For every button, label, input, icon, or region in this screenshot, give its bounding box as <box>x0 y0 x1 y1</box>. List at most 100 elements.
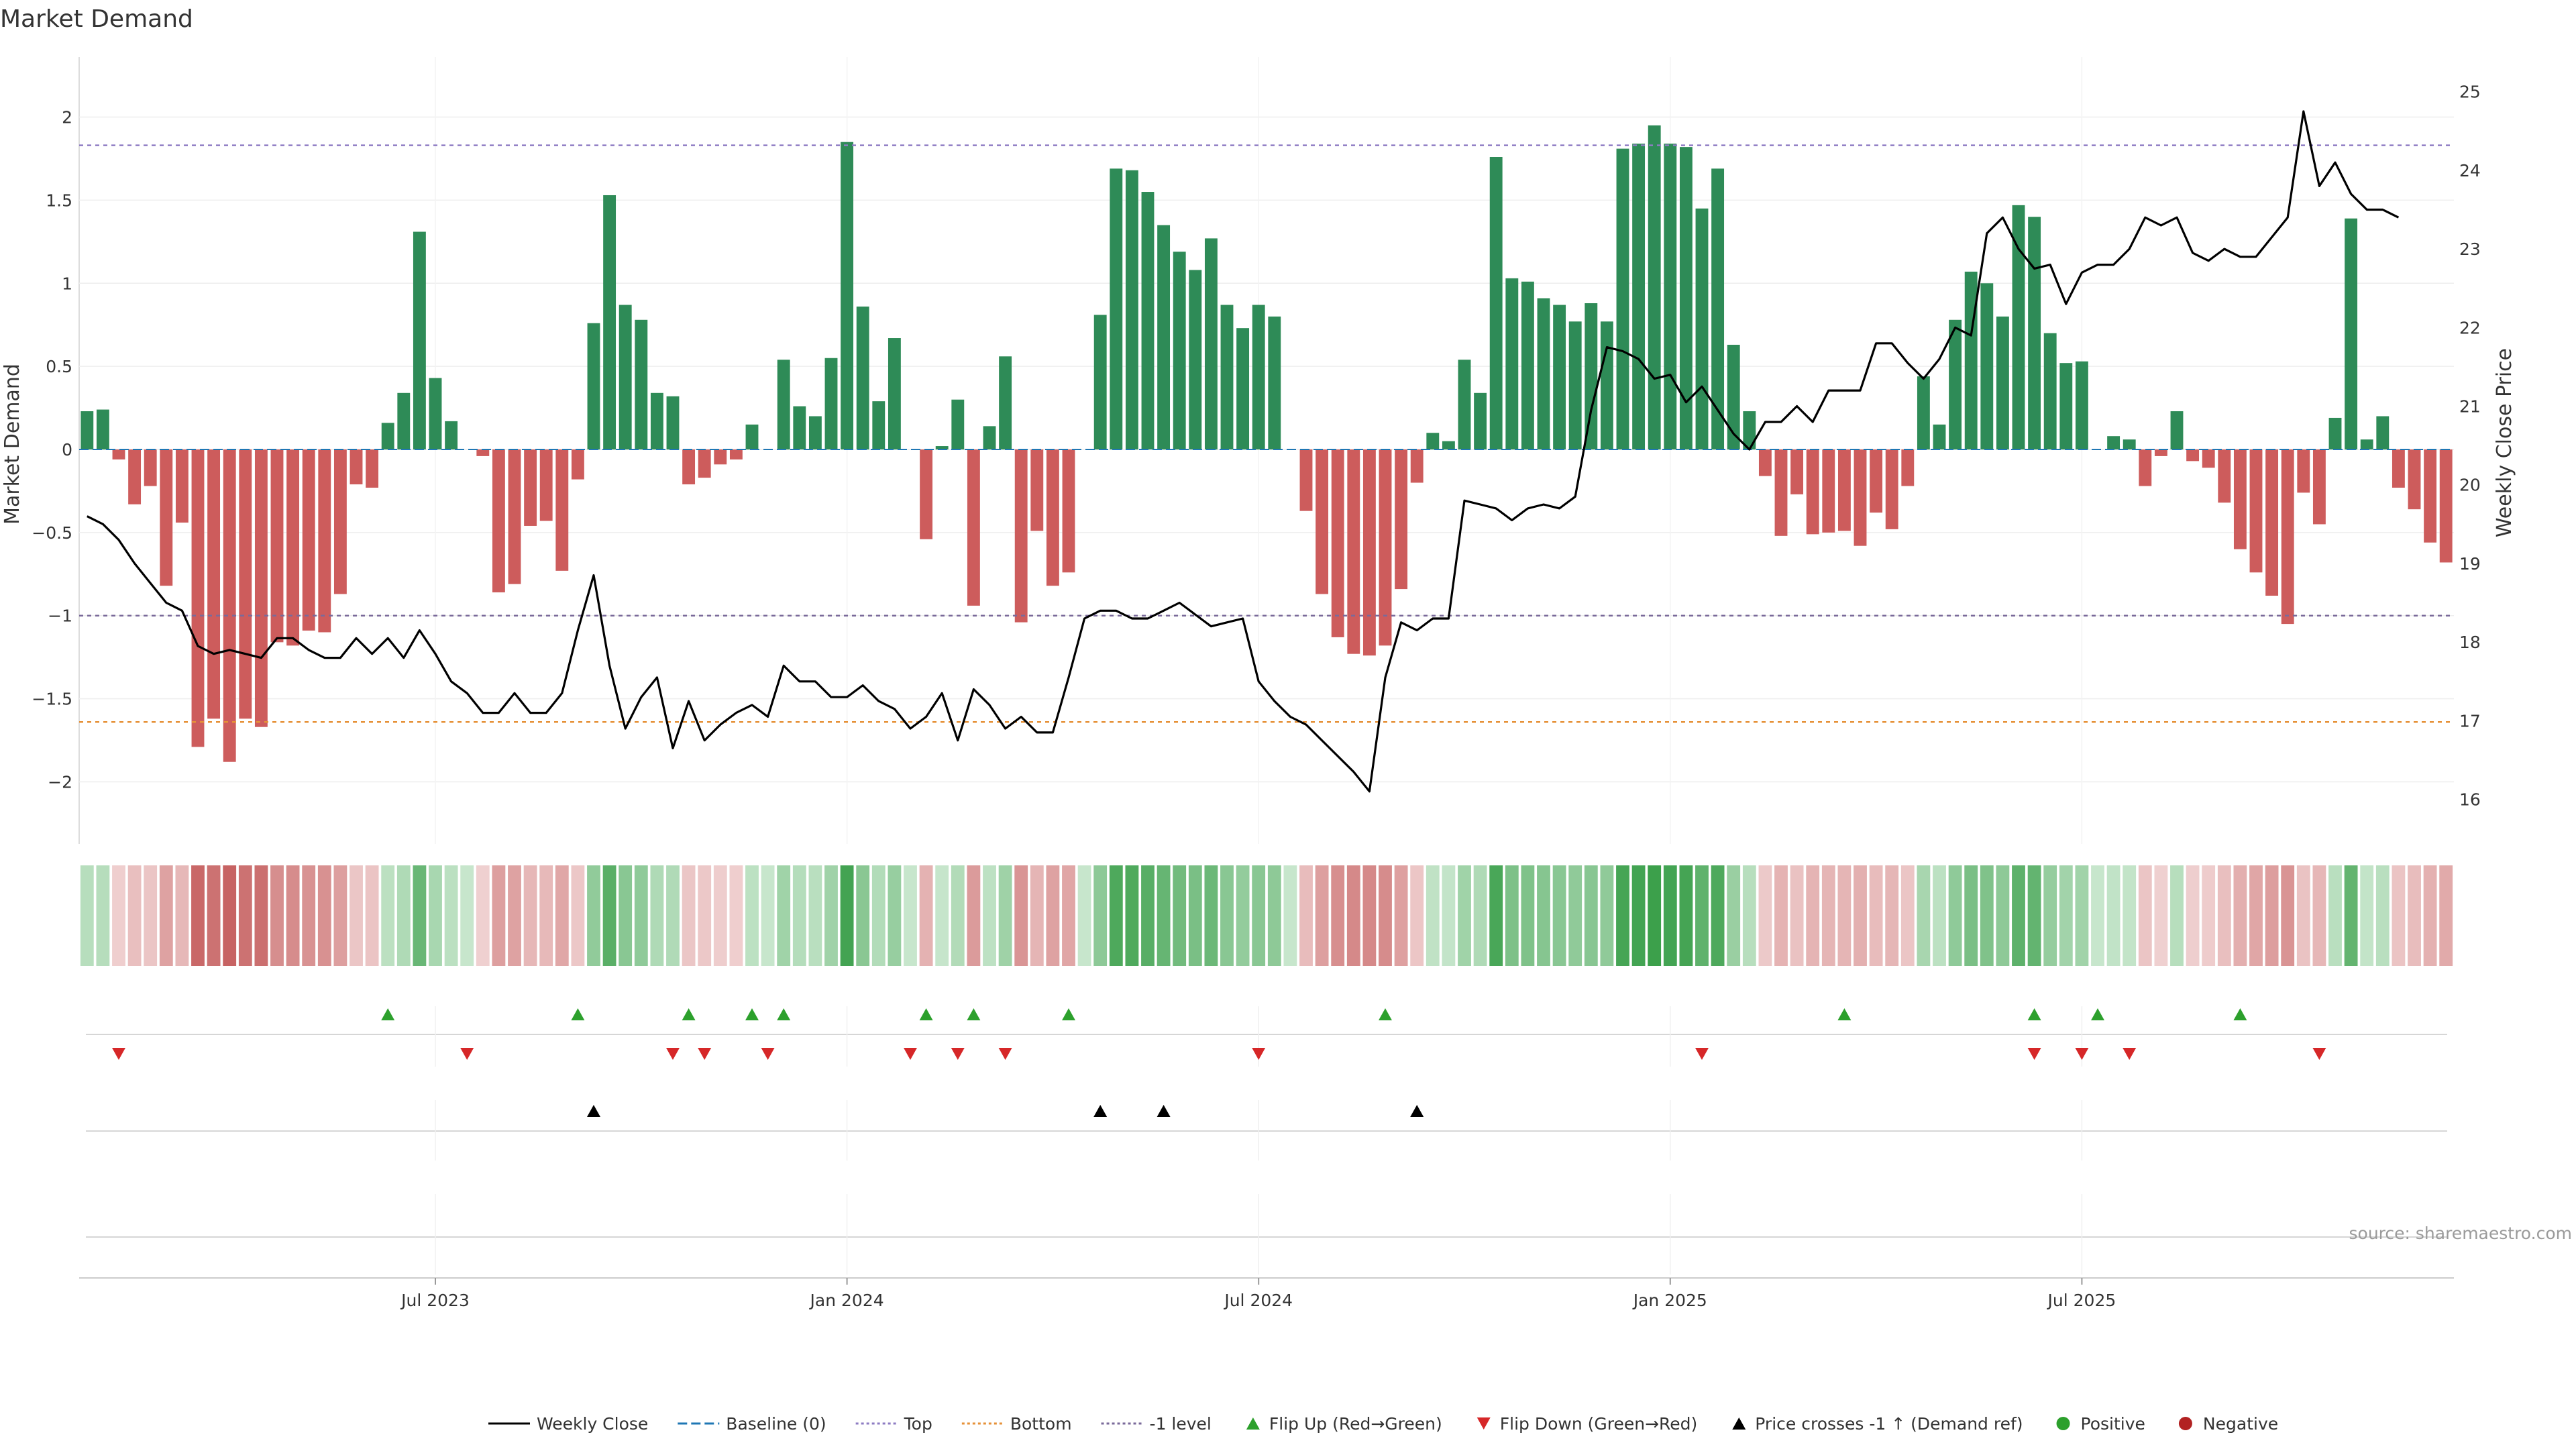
heat-cell <box>1758 865 1772 966</box>
heat-cell <box>2249 865 2263 966</box>
legend-label: Flip Down (Green→Red) <box>1500 1414 1698 1434</box>
legend-item: -1 level <box>1101 1414 1212 1434</box>
flip-up-marker <box>2233 1008 2247 1020</box>
legend-swatch <box>1732 1417 1746 1430</box>
legend-label: Flip Up (Red→Green) <box>1269 1414 1442 1434</box>
flip-down-marker <box>2123 1048 2137 1060</box>
heat-cell <box>2296 865 2310 966</box>
heat-cell <box>2439 865 2453 966</box>
demand-bar <box>175 449 189 523</box>
demand-bar <box>999 356 1012 449</box>
demand-bar <box>270 449 284 643</box>
demand-bar <box>2233 449 2247 549</box>
heat-cell <box>998 865 1012 966</box>
demand-bar <box>1568 321 1582 449</box>
heat-cell <box>112 865 125 966</box>
demand-bar <box>666 396 680 449</box>
heat-cell <box>96 865 110 966</box>
demand-bar <box>254 449 268 727</box>
heat-cell <box>365 865 379 966</box>
x-tick-label: Jul 2025 <box>2047 1291 2116 1310</box>
heat-cell <box>619 865 633 966</box>
demand-bar <box>381 423 394 449</box>
demand-bar <box>1236 328 1250 449</box>
legend-label: Negative <box>2203 1414 2278 1434</box>
demand-bar <box>1743 411 1756 449</box>
heat-cell <box>2123 865 2137 966</box>
y2-tick-label: 22 <box>2459 318 2481 337</box>
heat-cell <box>1173 865 1187 966</box>
demand-bar <box>571 449 584 480</box>
demand-bar <box>1426 433 1440 449</box>
demand-bar <box>2012 205 2025 449</box>
y-tick-label: −2 <box>48 772 72 792</box>
heat-cell <box>1331 865 1345 966</box>
heat-cell <box>2012 865 2025 966</box>
demand-bar <box>1521 281 1534 449</box>
flip-up-marker <box>745 1008 759 1020</box>
heat-cell <box>571 865 585 966</box>
heat-cell <box>1679 865 1693 966</box>
demand-bar <box>2028 217 2041 449</box>
demand-bar <box>2218 449 2231 503</box>
heat-cell <box>2027 865 2041 966</box>
price-cross-marker <box>1093 1105 1108 1117</box>
flip-up-marker <box>919 1008 933 1020</box>
y2-tick-label: 24 <box>2459 161 2481 180</box>
demand-bar <box>80 411 94 449</box>
heat-cell <box>935 865 949 966</box>
demand-bar <box>951 399 965 449</box>
demand-bar <box>1727 344 1740 449</box>
heat-cell <box>1663 865 1677 966</box>
demand-bar <box>1347 449 1360 654</box>
heat-cell <box>1093 865 1108 966</box>
heat-cell <box>508 865 521 966</box>
y-axis-label: Market Demand <box>1 364 24 525</box>
demand-bar <box>1616 148 1629 449</box>
demand-bar <box>539 449 553 521</box>
flip-up-marker <box>1837 1008 1851 1020</box>
demand-bar <box>1299 449 1313 511</box>
heat-cell <box>1790 865 1804 966</box>
heat-cell <box>1505 865 1519 966</box>
heat-cell <box>777 865 791 966</box>
demand-bar <box>1806 449 1819 535</box>
flip-up-marker <box>2091 1008 2104 1020</box>
heat-cell <box>1062 865 1075 966</box>
demand-bar <box>508 449 521 584</box>
demand-bar <box>1664 144 1677 449</box>
demand-bar <box>698 449 711 478</box>
demand-bar <box>286 449 300 646</box>
demand-bar <box>492 449 505 593</box>
heat-cell <box>1885 865 1899 966</box>
demand-bar <box>1600 321 1613 449</box>
heat-cell <box>1188 865 1202 966</box>
price-cross-marker <box>587 1105 600 1117</box>
legend-item: Flip Up (Red→Green) <box>1246 1414 1442 1434</box>
y-tick-label: −1.5 <box>32 690 72 709</box>
heat-cell <box>191 865 205 966</box>
heat-cell <box>523 865 537 966</box>
y2-tick-label: 18 <box>2459 633 2481 652</box>
flip-down-marker <box>2075 1048 2089 1060</box>
demand-bar <box>1093 315 1107 449</box>
demand-bar <box>302 449 315 631</box>
flip-up-marker <box>967 1008 981 1020</box>
heat-cell <box>1616 865 1629 966</box>
y-tick-label: 2 <box>62 108 72 127</box>
heat-cell <box>2392 865 2406 966</box>
heat-cell <box>602 865 616 966</box>
demand-bar <box>1141 192 1155 449</box>
legend-item: Flip Down (Green→Red) <box>1477 1414 1698 1434</box>
demand-bar <box>856 306 869 449</box>
y-tick-label: 0 <box>62 440 72 460</box>
legend-item: Weekly Close <box>488 1414 648 1434</box>
heat-cell <box>1458 865 1471 966</box>
heat-cell <box>1046 865 1060 966</box>
heat-cell <box>808 865 822 966</box>
heat-cell <box>824 865 838 966</box>
heat-cell <box>888 865 902 966</box>
demand-bar <box>1648 125 1661 449</box>
heat-cell <box>1267 865 1281 966</box>
demand-bar <box>1474 392 1487 449</box>
